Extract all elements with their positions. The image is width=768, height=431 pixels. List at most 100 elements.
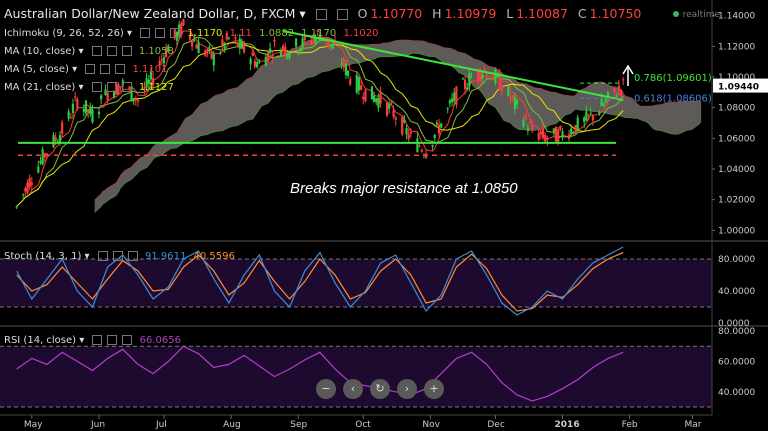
- ma5-settings-icon[interactable]: [85, 64, 96, 74]
- candle-body: [243, 42, 246, 53]
- candle-body: [544, 134, 547, 142]
- symbol-dropdown-icon[interactable]: ▾: [295, 6, 306, 21]
- stoch-legend[interactable]: Stoch (14, 3, 1) ▾ 91.9611 40.5596: [4, 251, 235, 262]
- stoch-close-icon[interactable]: [127, 251, 138, 261]
- candle-body: [574, 124, 577, 134]
- candle-body: [418, 145, 421, 147]
- ma10-dropdown-icon[interactable]: ▾: [75, 46, 84, 57]
- stoch-dropdown-icon[interactable]: ▾: [81, 251, 90, 262]
- candle-body: [587, 114, 590, 116]
- price-badge-label: 1.09440: [718, 83, 759, 93]
- candle-body: [515, 99, 519, 105]
- candle-body: [394, 117, 397, 120]
- realtime-label: realtime: [682, 10, 720, 20]
- candle-body: [269, 48, 272, 53]
- settings-icon[interactable]: [315, 9, 327, 20]
- price-tick-label: 1.10000: [718, 73, 755, 83]
- candle-body: [340, 63, 343, 65]
- candle-body: [167, 45, 170, 52]
- candle-body: [97, 111, 101, 115]
- time-tick-label: Mar: [685, 420, 702, 430]
- downtrend-line: [282, 30, 624, 101]
- ichimoku-hide-icon[interactable]: [155, 28, 166, 38]
- candle-body: [41, 149, 44, 165]
- ma10-settings-icon[interactable]: [91, 46, 102, 56]
- candle-body: [539, 131, 542, 135]
- candle-body: [567, 134, 571, 139]
- rsi-settings-icon[interactable]: [92, 335, 103, 345]
- candle-body: [165, 47, 168, 58]
- zoom-in-button[interactable]: +: [424, 379, 444, 399]
- candle-body: [468, 73, 471, 87]
- high-label: H: [432, 6, 442, 21]
- zoom-out-button[interactable]: −: [316, 379, 336, 399]
- candle-body: [561, 131, 564, 138]
- candle-body: [288, 53, 291, 58]
- ichimoku-legend[interactable]: Ichimoku (9, 26, 52, 26) ▾ 1.1170 1.11 1…: [4, 28, 378, 39]
- reset-view-button[interactable]: ↻: [370, 379, 390, 399]
- ma5-legend[interactable]: MA (5, close) ▾ 1.1101: [4, 64, 168, 75]
- candle-body: [572, 132, 575, 134]
- ma21-settings-icon[interactable]: [91, 82, 102, 92]
- cloud-span-b: [94, 52, 702, 213]
- candle-body: [314, 36, 317, 44]
- candle-body: [377, 97, 380, 108]
- candle-body: [559, 126, 562, 130]
- ma5-dropdown-icon[interactable]: ▾: [68, 64, 78, 75]
- symbol-title[interactable]: Australian Dollar/New Zealand Dollar, D,…: [4, 6, 296, 21]
- candle-body: [483, 69, 486, 71]
- candle-body: [58, 135, 62, 142]
- scroll-right-button[interactable]: ›: [397, 379, 417, 399]
- close-value: 1.10750: [589, 6, 642, 21]
- price-panel: 0.786(1.09601) 0.618(1.08606) Breaks major…: [15, 18, 712, 213]
- ma10-close-icon[interactable]: [121, 46, 132, 56]
- candle-body: [26, 182, 29, 194]
- candle-body: [606, 91, 610, 98]
- ma21-legend[interactable]: MA (21, close) ▾ 1.1127: [4, 82, 174, 93]
- ma21-close-icon[interactable]: [121, 82, 132, 92]
- ma5-close-icon[interactable]: [115, 64, 126, 74]
- rsi-hide-icon[interactable]: [107, 335, 118, 345]
- candle-body: [132, 99, 135, 102]
- ichimoku-value-3: 1.0882: [259, 28, 295, 39]
- candle-body: [613, 87, 616, 93]
- candle-body: [453, 92, 456, 102]
- ma5-hide-icon[interactable]: [100, 64, 111, 74]
- rsi-close-icon[interactable]: [122, 335, 133, 345]
- hide-icon[interactable]: [336, 9, 348, 20]
- candle-body: [507, 86, 510, 96]
- time-tick-label: Oct: [355, 420, 371, 430]
- ichimoku-close-icon[interactable]: [170, 28, 181, 38]
- candle-body: [54, 137, 57, 142]
- stoch-hide-icon[interactable]: [112, 251, 123, 261]
- scroll-left-button[interactable]: ‹: [343, 379, 363, 399]
- ichimoku-dropdown-icon[interactable]: ▾: [123, 28, 133, 39]
- rsi-dropdown-icon[interactable]: ▾: [76, 335, 85, 346]
- candle-body: [113, 91, 116, 98]
- candle-body: [455, 86, 458, 105]
- ichimoku-label: Ichimoku (9, 26, 52, 26): [4, 28, 124, 39]
- candle-body: [401, 116, 404, 135]
- ma10-hide-icon[interactable]: [106, 46, 117, 56]
- rsi-legend[interactable]: RSI (14, close) ▾ 66.0656: [4, 335, 181, 346]
- ma21-hide-icon[interactable]: [106, 82, 117, 92]
- stoch-settings-icon[interactable]: [97, 251, 108, 261]
- stoch-label: Stoch (14, 3, 1): [4, 251, 82, 262]
- candle-body: [463, 79, 467, 89]
- candle-body: [208, 46, 211, 48]
- chart-header: Australian Dollar/New Zealand Dollar, D,…: [4, 6, 641, 21]
- ma10-legend[interactable]: MA (10, close) ▾ 1.1058: [4, 46, 174, 57]
- candle-body: [37, 166, 40, 173]
- candle-body: [526, 127, 529, 131]
- ma5-value: 1.1101: [132, 64, 168, 75]
- ichimoku-value-4: 1.1170: [301, 28, 337, 39]
- candle-body: [481, 75, 484, 79]
- price-tick-label: 1.04000: [718, 165, 755, 175]
- candle-body: [238, 38, 241, 49]
- candle-body: [392, 109, 395, 117]
- ma21-dropdown-icon[interactable]: ▾: [75, 82, 84, 93]
- stoch-tick-label: 0.0000: [718, 319, 750, 329]
- ichimoku-settings-icon[interactable]: [140, 28, 151, 38]
